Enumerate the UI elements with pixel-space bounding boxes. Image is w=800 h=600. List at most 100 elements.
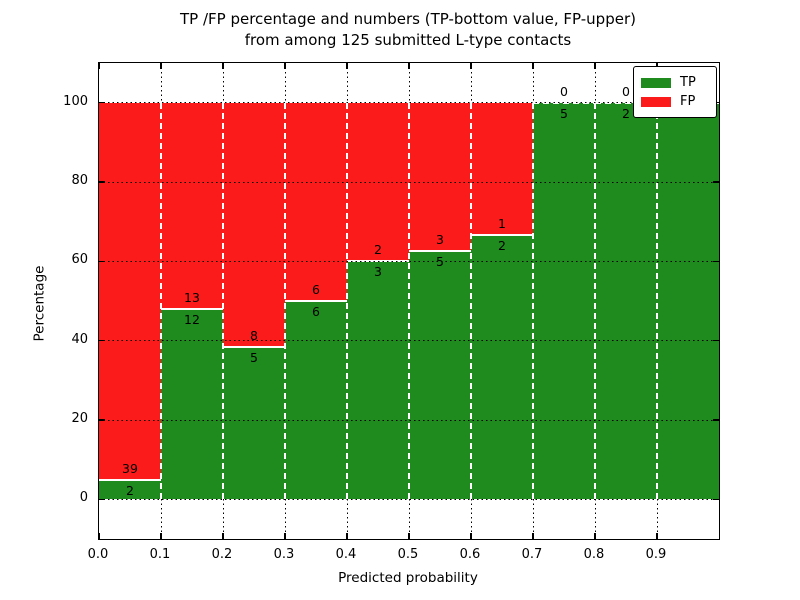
vertical-gridline xyxy=(222,499,224,539)
fp-bar-segment xyxy=(161,102,223,309)
vertical-gridline xyxy=(408,499,410,539)
legend-item-fp: FP xyxy=(641,93,709,110)
tp-count-label: 3 xyxy=(374,264,382,280)
tp-count-label: 5 xyxy=(250,349,258,365)
chart-title-line1: TP /FP percentage and numbers (TP-bottom… xyxy=(180,10,636,28)
tp-bar-segment xyxy=(533,102,595,500)
x-tickmark xyxy=(656,533,658,539)
vertical-gridline xyxy=(408,102,410,500)
x-tickmark xyxy=(160,533,162,539)
chart-title: TP /FP percentage and numbers (TP-bottom… xyxy=(98,9,718,51)
x-tickmark xyxy=(470,63,472,69)
horizontal-gridline xyxy=(99,181,719,183)
bar-edge-line xyxy=(223,345,285,348)
x-tick-label: 0.5 xyxy=(397,547,419,562)
y-tick-label: 40 xyxy=(71,331,88,347)
vertical-gridline xyxy=(160,102,162,500)
fp-count-label: 13 xyxy=(184,289,200,305)
y-tickmark xyxy=(99,419,105,421)
vertical-gridline xyxy=(346,102,348,500)
y-tickmark xyxy=(99,181,105,183)
fp-bar-segment xyxy=(471,102,533,235)
x-axis-label: Predicted probability xyxy=(338,570,478,586)
y-tickmark xyxy=(713,340,719,342)
tp-bar-segment xyxy=(99,479,161,500)
x-tickmark xyxy=(98,63,100,69)
y-tick-label: 100 xyxy=(63,93,88,109)
y-tick-label: 60 xyxy=(71,252,88,268)
y-tick-label: 80 xyxy=(71,173,88,188)
horizontal-gridline xyxy=(99,260,719,262)
fp-count-label: 6 xyxy=(312,282,320,297)
legend-item-tp: TP xyxy=(641,74,709,91)
tp-bar-segment xyxy=(471,234,533,500)
y-tick-label: 0 xyxy=(79,490,88,506)
vertical-gridline xyxy=(222,102,224,500)
vertical-gridline xyxy=(284,102,286,500)
x-tickmark xyxy=(222,533,224,539)
x-tick-label: 0.8 xyxy=(583,547,605,562)
tp-count-label: 12 xyxy=(184,311,200,327)
bar-edge-line xyxy=(161,307,223,310)
tp-count-label: 5 xyxy=(560,105,568,121)
bar-edge-line xyxy=(409,250,471,253)
x-tickmark xyxy=(346,533,348,539)
x-tick-label: 0.1 xyxy=(149,547,171,562)
tp-bar-segment xyxy=(409,251,471,500)
vertical-gridline xyxy=(284,499,286,539)
x-tickmark xyxy=(532,63,534,69)
y-axis-label: Percentage xyxy=(31,265,48,342)
fp-bar-segment xyxy=(223,102,285,347)
fp-count-label: 39 xyxy=(122,460,138,476)
y-tickmark xyxy=(713,419,719,421)
y-tickmark xyxy=(713,181,719,183)
plot-area: TP FP 392131285662335120502011 xyxy=(98,62,720,540)
vertical-gridline xyxy=(346,499,348,539)
x-tickmark xyxy=(594,533,596,539)
tp-bar-segment xyxy=(223,346,285,500)
x-tickmark xyxy=(408,533,410,539)
horizontal-gridline xyxy=(99,102,719,104)
legend: TP FP xyxy=(633,66,717,118)
fp-count-label: 3 xyxy=(436,232,444,248)
vertical-gridline xyxy=(470,63,472,103)
vertical-gridline xyxy=(594,499,596,539)
y-tickmark xyxy=(99,340,105,342)
x-tickmark xyxy=(594,63,596,69)
fp-bar-segment xyxy=(99,102,161,480)
vertical-gridline xyxy=(532,499,534,539)
fp-count-label: 8 xyxy=(250,327,258,343)
vertical-gridline xyxy=(594,102,596,500)
x-tickmark xyxy=(532,533,534,539)
vertical-gridline xyxy=(656,102,658,500)
tp-count-label: 2 xyxy=(622,105,630,121)
horizontal-gridline xyxy=(99,340,719,342)
tp-bar-segment xyxy=(161,308,223,500)
y-tick-label: 20 xyxy=(71,411,88,426)
legend-label-fp: FP xyxy=(680,94,696,109)
vertical-gridline xyxy=(532,102,534,500)
tp-bar-segment xyxy=(285,301,347,500)
tp-count-label: 6 xyxy=(312,304,320,319)
x-tickmark xyxy=(284,63,286,69)
horizontal-gridline xyxy=(99,419,719,421)
x-tickmark xyxy=(284,533,286,539)
tp-bar-segment xyxy=(595,102,657,500)
bar-edge-line xyxy=(471,233,533,236)
vertical-gridline xyxy=(656,499,658,539)
tp-swatch-icon xyxy=(641,77,671,88)
x-tick-label: 0.6 xyxy=(459,547,481,562)
x-tickmark xyxy=(222,63,224,69)
x-tick-label: 0.9 xyxy=(645,547,667,562)
y-tickmark xyxy=(99,260,105,262)
fp-bar-segment xyxy=(285,102,347,301)
horizontal-gridline xyxy=(99,498,719,500)
tp-bar-segment xyxy=(657,102,719,500)
fp-count-label: 0 xyxy=(622,83,630,99)
x-tickmark xyxy=(470,533,472,539)
x-tick-label: 0.3 xyxy=(273,547,295,562)
vertical-gridline xyxy=(470,499,472,539)
vertical-gridline xyxy=(160,63,162,103)
legend-label-tp: TP xyxy=(680,75,696,90)
